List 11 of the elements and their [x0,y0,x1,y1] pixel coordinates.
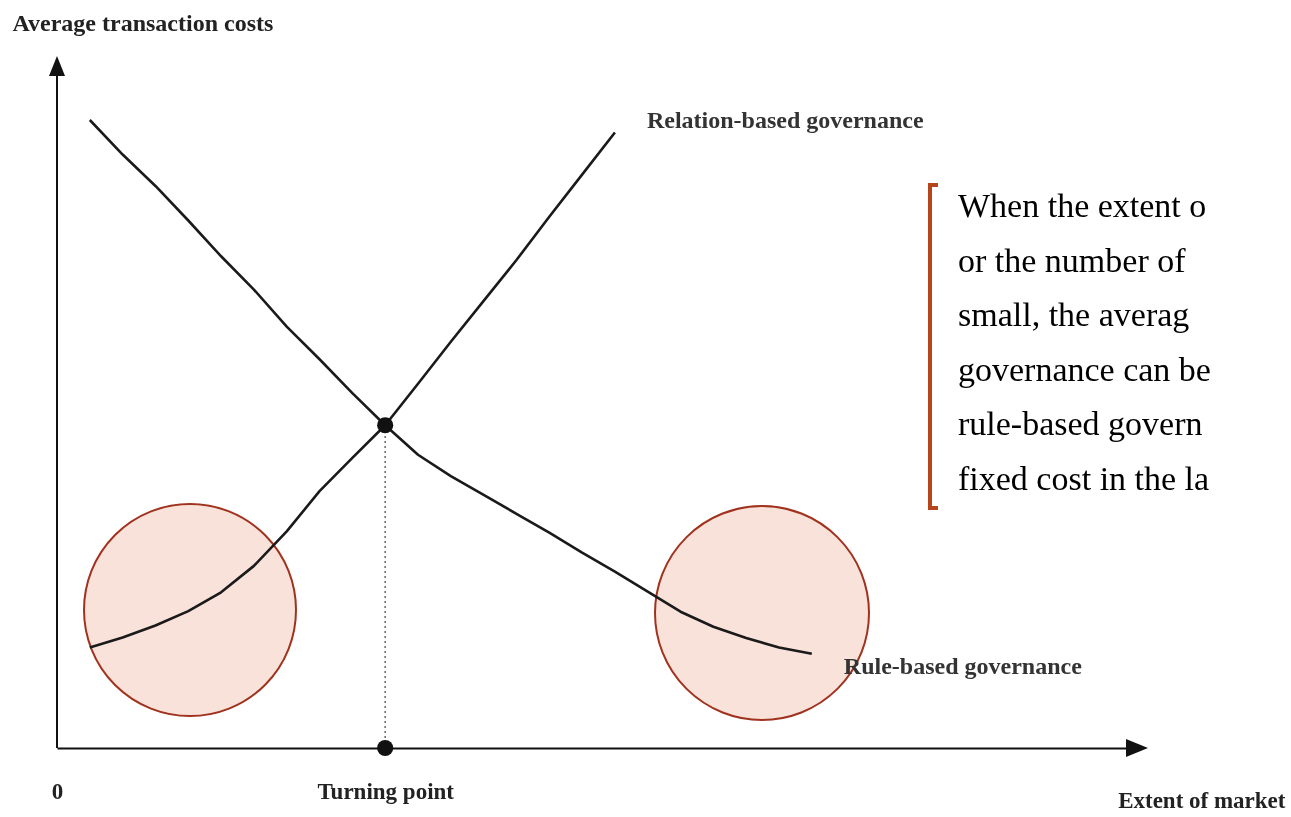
x-axis-title: Extent of market [1118,787,1286,813]
annotation: When the extent o [958,186,1208,226]
annotation: fixed cost in the la [958,458,1211,499]
y-axis-title: Average transaction costs [12,9,274,36]
annotation: governance can be [958,349,1211,390]
annotation: or the number of [958,240,1187,281]
annotation: rule-based govern [958,404,1204,444]
x-tick-label: 0 [51,778,64,804]
series-label: Relation-based governance [646,106,924,133]
x-tick-label: Turning point [317,778,455,804]
annotation: small, the averag [958,295,1191,335]
